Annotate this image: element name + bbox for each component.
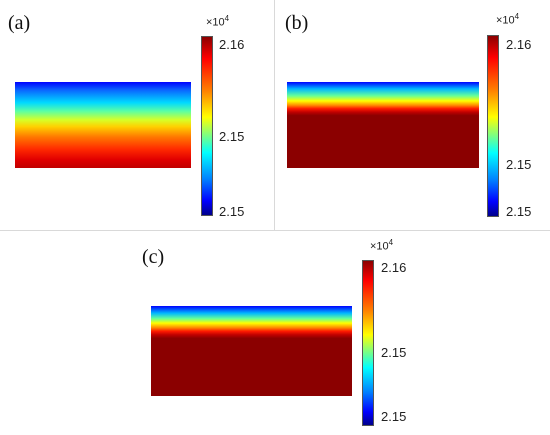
colorbar-multiplier: ×104 bbox=[206, 14, 230, 29]
panel-label: (c) bbox=[142, 246, 165, 268]
vertical-divider bbox=[274, 0, 275, 230]
colorbar-tick-top: 2.16 bbox=[381, 260, 407, 275]
colorbar-tick-top: 2.16 bbox=[219, 37, 245, 52]
colorbar-tick-top: 2.16 bbox=[506, 37, 532, 52]
colorbar-tick-mid: 2.15 bbox=[219, 129, 245, 144]
colorbar bbox=[487, 35, 499, 217]
field-plot bbox=[151, 306, 352, 396]
colorbar-multiplier: ×104 bbox=[496, 12, 520, 27]
horizontal-divider bbox=[0, 230, 550, 231]
colorbar bbox=[362, 260, 374, 426]
colorbar-tick-bottom: 2.15 bbox=[381, 409, 407, 424]
colorbar-tick-mid: 2.15 bbox=[506, 157, 532, 172]
panel-label: (a) bbox=[8, 12, 31, 34]
colorbar-tick-bottom: 2.15 bbox=[506, 204, 532, 219]
colorbar-multiplier: ×104 bbox=[370, 238, 394, 253]
field-plot bbox=[287, 82, 479, 168]
colorbar-tick-bottom: 2.15 bbox=[219, 204, 245, 219]
field-plot bbox=[15, 82, 191, 168]
panel-label: (b) bbox=[285, 12, 309, 34]
colorbar-tick-mid: 2.15 bbox=[381, 345, 407, 360]
colorbar bbox=[201, 36, 213, 216]
